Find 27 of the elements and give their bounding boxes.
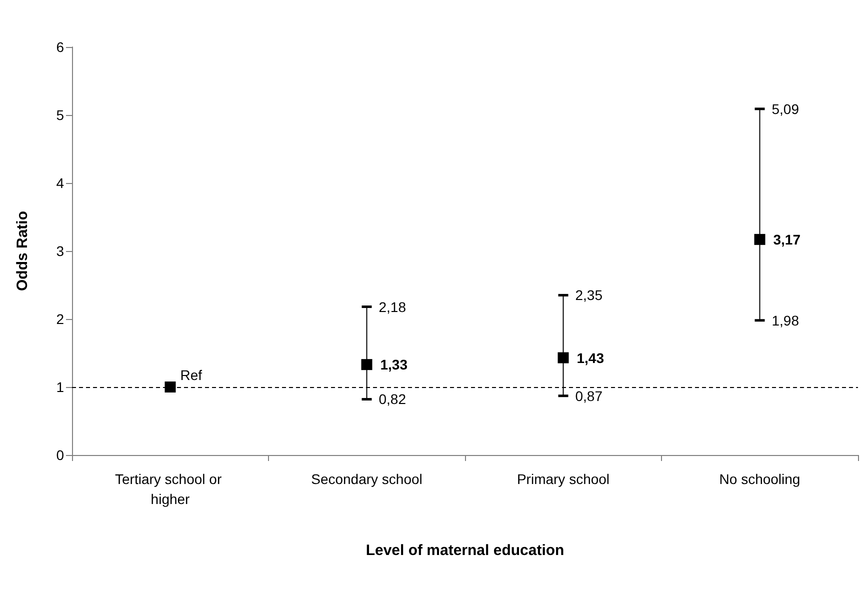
y-tick-label: 3 — [56, 243, 64, 259]
y-tick-label: 0 — [56, 447, 64, 463]
data-label: 1,33 — [380, 356, 408, 373]
annotation: 1,98 — [772, 312, 800, 328]
x-tick-label: Secondary school — [311, 471, 422, 487]
y-axis-title: Odds Ratio — [14, 210, 31, 292]
x-tick-label: Tertiary school or higher — [115, 471, 226, 507]
annotation: Ref — [180, 367, 202, 383]
x-tick-label: No schooling — [719, 471, 800, 487]
y-tick-label: 5 — [56, 107, 64, 123]
point — [754, 234, 766, 245]
annotation: 5,09 — [772, 100, 800, 117]
point — [558, 352, 569, 364]
y-tick-label: 6 — [56, 39, 64, 55]
y-tick-label: 2 — [56, 311, 64, 327]
data-label: 1,43 — [576, 350, 604, 366]
data-label: 3,17 — [773, 231, 801, 248]
point — [361, 359, 372, 370]
annotation: 2,35 — [575, 287, 603, 304]
x-tick-label: Primary school — [516, 471, 610, 487]
y-tick-label: 4 — [56, 175, 64, 191]
y-tick-label: 1 — [56, 379, 64, 395]
x-axis-title: Level of maternal education — [366, 542, 564, 559]
annotation: 2,18 — [378, 298, 406, 315]
annotation: 0,82 — [378, 391, 406, 408]
point — [164, 382, 176, 392]
annotation: 0,87 — [575, 388, 603, 404]
